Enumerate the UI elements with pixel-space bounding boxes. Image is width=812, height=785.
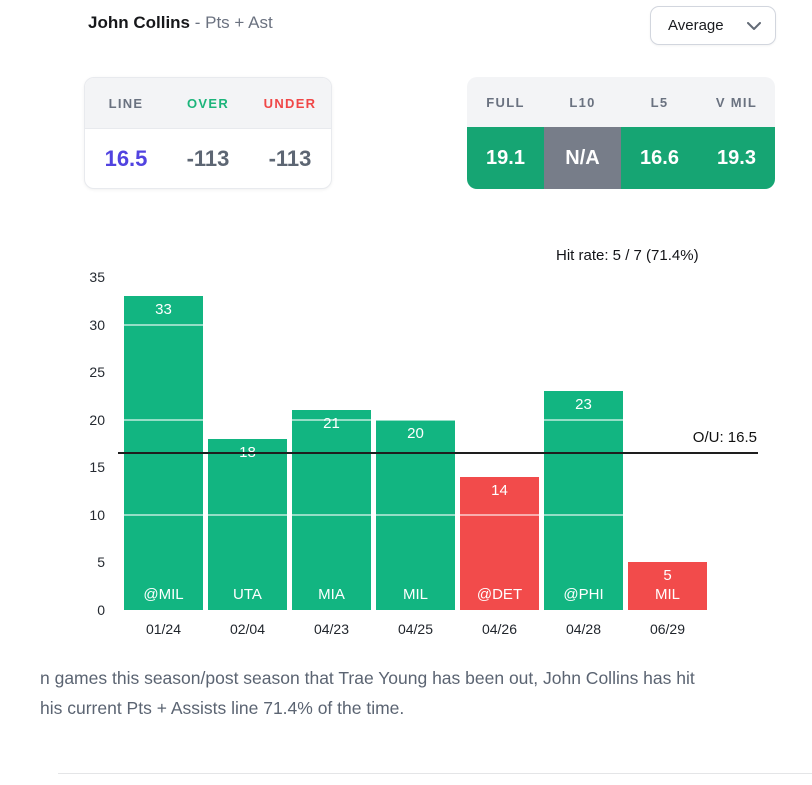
bar-opponent-label: @DET <box>476 586 523 603</box>
insight-note-line2: his current Pts + Assists line 71.4% of … <box>40 698 405 718</box>
y-axis-tick-label: 15 <box>89 459 105 475</box>
x-axis-date-label: 04/25 <box>397 621 434 637</box>
y-axis-tick-label: 30 <box>89 317 105 333</box>
x-axis-date-label: 02/04 <box>229 621 266 637</box>
insight-note-line1: n games this season/post season that Tra… <box>40 668 695 688</box>
splits-card: FULL L10 L5 V MIL 19.1 N/A 16.6 19.3 <box>467 77 775 189</box>
under-odds-value: -113 <box>268 146 312 171</box>
chevron-down-icon <box>747 21 761 30</box>
line-odds-card: LINE OVER UNDER 16.5 -113 -113 <box>84 77 332 189</box>
x-axis-date-label: 06/29 <box>649 621 686 637</box>
game-bar: 23 @PHI <box>544 391 623 610</box>
game-bar: 21 MIA <box>292 410 371 610</box>
y-axis-tick-label: 0 <box>97 602 105 618</box>
splits-card-header: FULL L10 L5 V MIL <box>467 77 775 127</box>
bar-opponent-label: MIL <box>654 586 680 603</box>
gridline <box>124 324 707 326</box>
section-divider <box>58 773 812 774</box>
bar-opponent-label: MIL <box>402 586 428 603</box>
stat-type: - Pts + Ast <box>194 13 273 32</box>
last-5-header: L5 <box>650 94 669 110</box>
y-axis-tick-label: 10 <box>89 507 105 523</box>
dropdown-selected-value: Average <box>668 17 724 34</box>
page-title: John Collins - Pts + Ast <box>88 13 273 33</box>
bar-value-label: 14 <box>491 482 508 499</box>
over-under-line-label: O/U: 16.5 <box>692 429 757 446</box>
bar-value-label: 33 <box>155 301 172 318</box>
y-axis-tick-label: 20 <box>89 412 105 428</box>
line-odds-card-values: 16.5 -113 -113 <box>85 129 331 188</box>
x-axis-date-label: 04/26 <box>481 621 518 637</box>
bar-value-label: 23 <box>575 396 592 413</box>
x-axis-date-label: 04/23 <box>313 621 350 637</box>
vs-opponent-average[interactable]: 19.3 <box>698 127 775 189</box>
full-season-header: FULL <box>486 94 525 110</box>
full-season-average[interactable]: 19.1 <box>467 127 544 189</box>
bar-opponent-label: UTA <box>233 586 262 603</box>
y-axis-tick-label: 5 <box>97 554 105 570</box>
under-column-header: UNDER <box>263 95 317 111</box>
y-axis-tick-label: 25 <box>89 364 105 380</box>
game-bar: 18 UTA <box>208 439 287 610</box>
hit-rate-label: Hit rate: 5 / 7 (71.4%) <box>556 247 699 264</box>
gridline <box>124 514 707 516</box>
x-axis-date-label: 04/28 <box>565 621 602 637</box>
last-10-average[interactable]: N/A <box>544 127 621 189</box>
bar-opponent-label: MIA <box>318 586 345 603</box>
over-column-header: OVER <box>186 95 230 111</box>
last-5-average[interactable]: 16.6 <box>621 127 698 189</box>
line-odds-card-header: LINE OVER UNDER <box>85 78 331 129</box>
vs-opponent-header: V MIL <box>715 94 758 110</box>
y-axis-tick-label: 35 <box>89 269 105 285</box>
average-dropdown[interactable]: Average <box>650 6 776 45</box>
line-value: 16.5 <box>104 146 148 171</box>
game-bar: 14 @DET <box>460 477 539 610</box>
bar-value-label: 21 <box>323 415 340 432</box>
player-name: John Collins <box>88 13 190 32</box>
bar-value-label: 5 <box>663 567 672 584</box>
bar-opponent-label: @PHI <box>563 586 604 603</box>
insight-note: n games this season/post season that Tra… <box>40 663 800 723</box>
line-column-header: LINE <box>108 95 144 111</box>
over-odds-value: -113 <box>186 146 230 171</box>
bar-opponent-label: @MIL <box>143 586 184 603</box>
performance-bar-chart: Hit rate: 5 / 7 (71.4%) O/U: 16.5 0 5 10 15… <box>89 247 758 637</box>
bar-value-label: 20 <box>407 425 424 442</box>
game-bar: 5 MIL <box>628 562 707 610</box>
splits-card-values: 19.1 N/A 16.6 19.3 <box>467 127 775 189</box>
x-axis-date-label: 01/24 <box>145 621 182 637</box>
last-10-header: L10 <box>569 94 596 110</box>
gridline <box>124 419 707 421</box>
over-under-line <box>118 452 758 454</box>
